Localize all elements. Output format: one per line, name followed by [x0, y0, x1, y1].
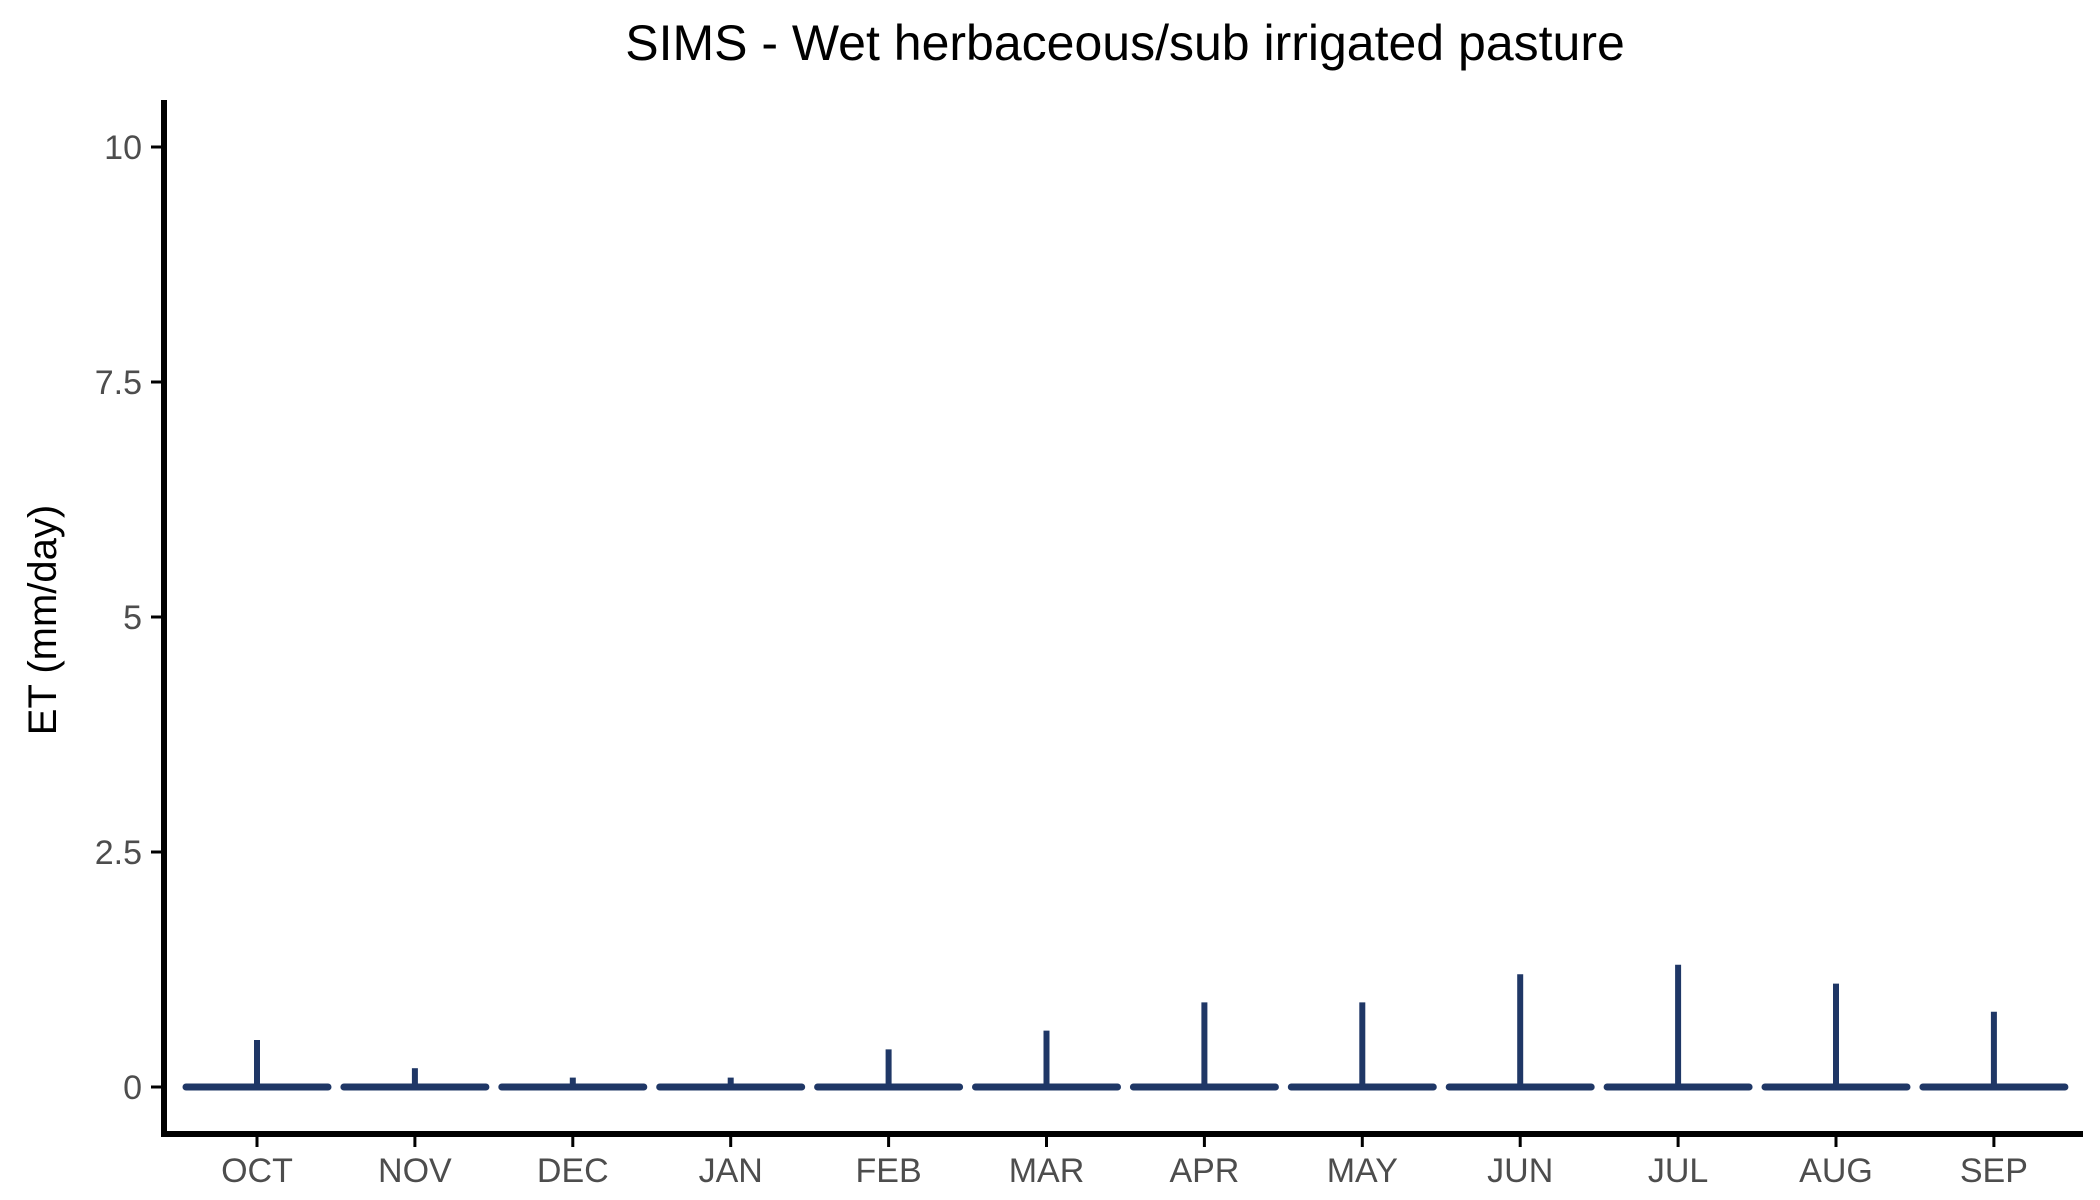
x-tick-label-dec: DEC	[537, 1152, 609, 1190]
x-tick-label-jul: JUL	[1648, 1152, 1708, 1190]
x-tick-label-apr: APR	[1169, 1152, 1239, 1190]
x-tick-label-nov: NOV	[378, 1152, 452, 1190]
y-tick-label: 2.5	[95, 834, 142, 872]
x-tick-label-oct: OCT	[221, 1152, 293, 1190]
x-tick-label-feb: FEB	[856, 1152, 922, 1190]
y-tick-label: 5	[123, 599, 142, 637]
y-axis-ticks: 0 2.5 5 7.5 10	[95, 129, 164, 1107]
x-tick-label-aug: AUG	[1799, 1152, 1873, 1190]
x-tick-label-mar: MAR	[1009, 1152, 1085, 1190]
chart-title: SIMS - Wet herbaceous/sub irrigated past…	[625, 15, 1625, 71]
x-tick-label-may: MAY	[1327, 1152, 1398, 1190]
y-axis-label: ET (mm/day)	[21, 505, 65, 735]
plot-marks	[182, 964, 2069, 1091]
x-tick-label-jun: JUN	[1487, 1152, 1553, 1190]
x-tick-label-sep: SEP	[1960, 1152, 2028, 1190]
y-tick-label: 0	[123, 1069, 142, 1107]
y-tick-label: 10	[104, 129, 142, 167]
x-axis-ticks: OCT NOV DEC JAN FEB MAR APR MAY JUN JUL AUG SEP	[221, 1134, 2028, 1190]
x-tick-label-jan: JAN	[699, 1152, 763, 1190]
y-tick-label: 7.5	[95, 364, 142, 402]
